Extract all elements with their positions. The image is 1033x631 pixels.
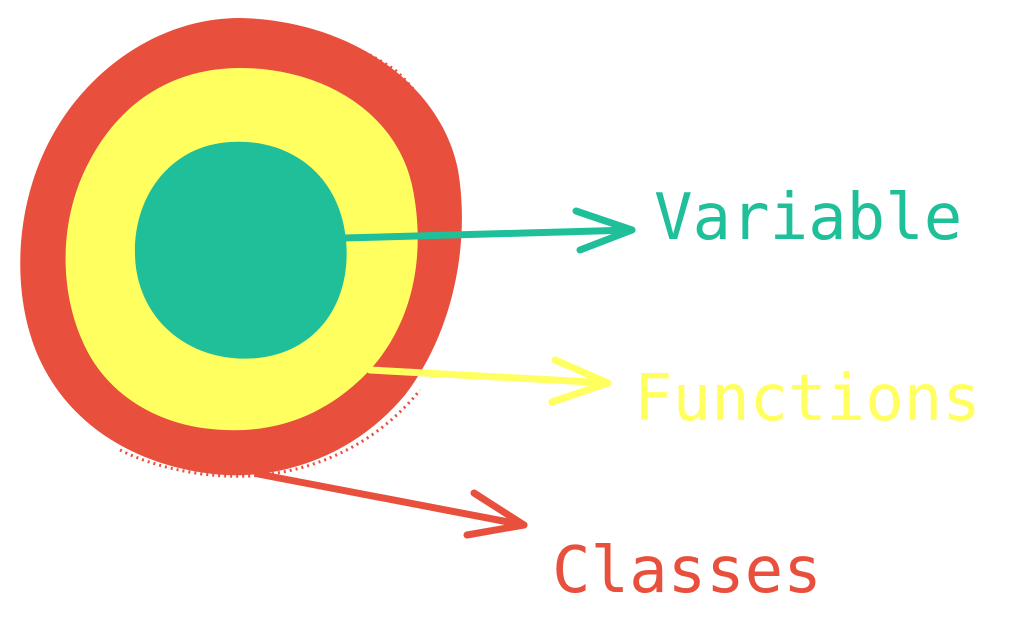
outer-ring-edge-bottom xyxy=(119,389,422,478)
variable-arrow xyxy=(340,207,636,254)
classes-arrow xyxy=(254,470,528,539)
inner-circle xyxy=(134,141,347,359)
functions-label: Functions xyxy=(634,362,981,436)
classes-label: Classes xyxy=(552,534,822,608)
variable-label: Variable xyxy=(654,181,963,255)
functions-arrow xyxy=(366,356,612,406)
